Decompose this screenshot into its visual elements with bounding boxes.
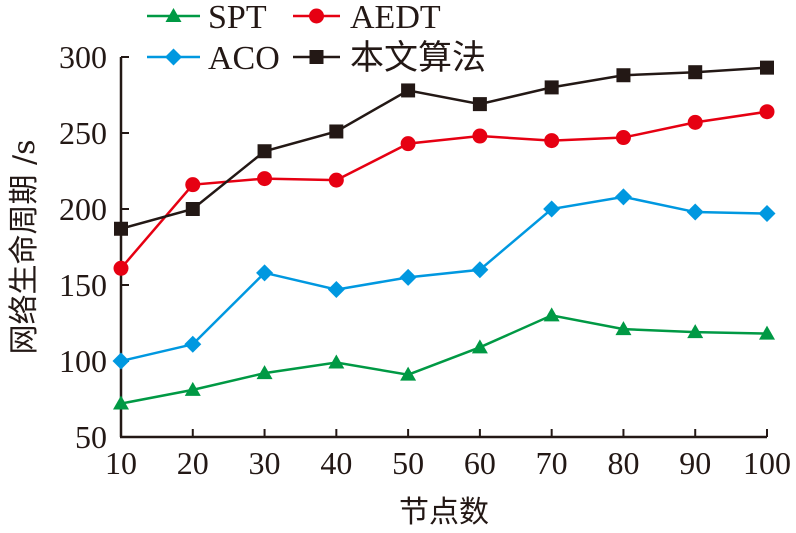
x-tick-label: 80: [607, 445, 639, 481]
data-point-spt: [687, 324, 704, 339]
data-point-aco: [256, 264, 274, 282]
data-point-spt: [328, 354, 345, 369]
y-tick-label: 300: [59, 39, 107, 75]
data-point-spt: [256, 365, 273, 380]
legend: SPT AEDT ACO 本文算法: [147, 0, 486, 77]
legend-marker: [309, 50, 324, 64]
data-point-spt: [615, 321, 632, 336]
data-point-aedt: [687, 114, 703, 130]
y-tick-label: 200: [59, 191, 107, 227]
legend-label: ACO: [208, 40, 280, 77]
data-point-aco: [543, 200, 561, 218]
series-aedt: [113, 104, 775, 276]
y-axis-title: 网络生命周期 /s: [7, 139, 42, 354]
series-layer: [112, 60, 776, 410]
data-point-spt: [113, 395, 129, 410]
data-point-aedt: [257, 171, 273, 187]
data-point-spt: [759, 325, 775, 340]
data-point-aedt: [185, 177, 201, 193]
data-point-aco: [399, 268, 417, 286]
data-point-aedt: [615, 130, 631, 146]
x-tick-label: 20: [177, 445, 209, 481]
data-point-aco: [614, 188, 632, 206]
series-spt: [113, 307, 775, 410]
y-tick-label: 250: [59, 115, 107, 151]
legend-marker: [309, 8, 324, 24]
data-point-proposed: [401, 83, 416, 98]
x-tick-label: 70: [536, 445, 568, 481]
data-point-aedt: [759, 104, 775, 120]
data-point-proposed: [472, 97, 487, 112]
x-tick-label: 50: [392, 445, 424, 481]
data-point-aco: [327, 281, 345, 299]
data-point-aco: [686, 203, 704, 221]
data-point-aedt: [544, 133, 560, 149]
series-line-spt: [120, 314, 768, 405]
legend-label: 本文算法: [350, 39, 486, 77]
y-tick-label: 50: [75, 419, 107, 455]
series-proposed: [114, 60, 774, 236]
data-point-aedt: [472, 128, 488, 144]
data-point-proposed: [544, 80, 559, 95]
data-point-proposed: [688, 65, 703, 80]
x-tick-label: 90: [679, 445, 711, 481]
legend-item-aedt: AEDT: [293, 0, 441, 36]
data-point-aedt: [113, 260, 129, 276]
series-aco: [112, 188, 776, 370]
data-point-proposed: [257, 144, 272, 159]
x-tick-label: 100: [743, 445, 791, 481]
series-line-proposed: [120, 66, 768, 230]
data-point-proposed: [185, 202, 200, 216]
data-point-spt: [400, 366, 417, 381]
x-axis-title: 节点数: [399, 495, 489, 530]
data-point-proposed: [616, 68, 631, 83]
data-point-spt: [471, 339, 488, 354]
data-point-aco: [471, 261, 489, 279]
data-point-spt: [184, 381, 201, 396]
data-point-aco: [184, 335, 202, 353]
legend-item-spt: SPT: [147, 0, 267, 36]
x-tick-label: 30: [249, 445, 281, 481]
legend-label: SPT: [208, 0, 267, 36]
legend-marker: [165, 8, 182, 22]
x-tick-label: 10: [105, 445, 137, 481]
data-point-proposed: [760, 60, 774, 75]
data-point-proposed: [329, 124, 344, 139]
data-point-aco: [112, 352, 130, 370]
x-tick-label: 40: [320, 445, 352, 481]
x-tick-label: 60: [464, 445, 496, 481]
data-point-proposed: [114, 221, 128, 236]
data-point-aedt: [400, 136, 416, 152]
data-point-aedt: [328, 172, 344, 188]
legend-item-proposed: 本文算法: [293, 39, 486, 77]
series-line-aco: [120, 195, 768, 363]
data-point-aco: [758, 205, 776, 223]
legend-label: AEDT: [350, 0, 441, 36]
y-tick-label: 150: [59, 267, 107, 303]
legend-item-aco: ACO: [147, 40, 280, 77]
data-point-spt: [543, 307, 560, 322]
axes: 50 100 150 200 250 300 10 20 30 40 50 60 70 80 90 100: [59, 39, 791, 481]
y-tick-label: 100: [59, 343, 107, 379]
legend-marker: [165, 48, 182, 66]
